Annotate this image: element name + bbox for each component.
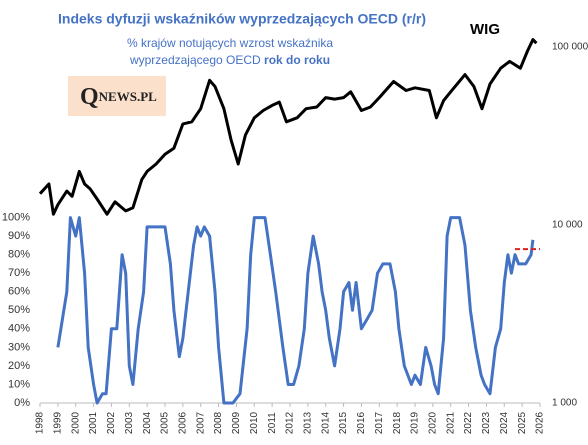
y2-tick-label: 100 000 — [552, 42, 588, 53]
y-tick-label: 10% — [8, 378, 30, 390]
x-tick-label: 2003 — [124, 411, 135, 434]
x-tick-label: 2010 — [249, 411, 260, 434]
x-tick-label: 1999 — [52, 411, 63, 434]
y-tick-label: 80% — [8, 249, 30, 261]
x-tick-label: 2023 — [481, 411, 492, 434]
x-tick-label: 2014 — [320, 411, 331, 434]
x-tick-label: 2004 — [142, 411, 153, 434]
x-tick-label: 2021 — [445, 411, 456, 434]
x-tick-label: 1998 — [35, 411, 46, 434]
x-tick-label: 2017 — [374, 411, 385, 434]
x-tick-label: 2026 — [535, 411, 546, 434]
chart-title: Indeks dyfuzji wskaźników wyprzedzającyc… — [58, 11, 426, 27]
x-tick-label: 2016 — [356, 411, 367, 434]
x-tick-label: 2024 — [499, 411, 510, 434]
logo-box — [68, 76, 166, 116]
x-tick-label: 2018 — [392, 411, 403, 434]
x-tick-label: 2009 — [231, 411, 242, 434]
logo-rest: NEWS.PL — [99, 89, 157, 104]
x-tick-label: 2022 — [463, 411, 474, 434]
x-tick-label: 2020 — [427, 411, 438, 434]
x-tick-label: 2012 — [285, 411, 296, 434]
y2-tick-label: 10 000 — [552, 220, 583, 231]
y-tick-label: 100% — [2, 211, 30, 223]
y-tick-label: 50% — [8, 304, 30, 316]
y-tick-label: 60% — [8, 286, 30, 298]
x-tick-label: 2002 — [106, 411, 117, 434]
x-tick-label: 2008 — [213, 411, 224, 434]
subtitle-part: wyprzedzającego OECD — [129, 53, 261, 67]
y-tick-label: 0% — [14, 397, 30, 409]
series-label: WIG — [470, 21, 500, 38]
subtitle: wyprzedzającego OECD rok do roku — [129, 53, 330, 67]
x-tick-label: 2006 — [177, 411, 188, 434]
logo: QNEWS.PL — [80, 84, 157, 110]
y2-tick-label: 1 000 — [552, 398, 577, 409]
y-tick-label: 20% — [8, 360, 30, 372]
y-tick-label: 30% — [8, 341, 30, 353]
subtitle: % krajów notujących wzrost wskaźnika — [127, 36, 333, 50]
y-tick-label: 90% — [8, 230, 30, 242]
logo-initial: Q — [80, 84, 99, 110]
subtitle-bold: rok do roku — [264, 53, 330, 67]
x-tick-label: 2013 — [302, 411, 313, 434]
x-tick-label: 2000 — [70, 411, 81, 434]
x-tick-label: 2001 — [88, 411, 99, 434]
x-tick-label: 2005 — [160, 411, 171, 434]
x-tick-label: 2007 — [195, 411, 206, 434]
x-tick-label: 2011 — [267, 412, 278, 434]
x-tick-label: 2019 — [410, 411, 421, 434]
series-line — [38, 38, 538, 216]
x-tick-label: 2025 — [517, 411, 528, 434]
x-tick-label: 2015 — [338, 411, 349, 434]
y-tick-label: 40% — [8, 323, 30, 335]
series-line — [56, 216, 535, 405]
y-tick-label: 70% — [8, 267, 30, 279]
